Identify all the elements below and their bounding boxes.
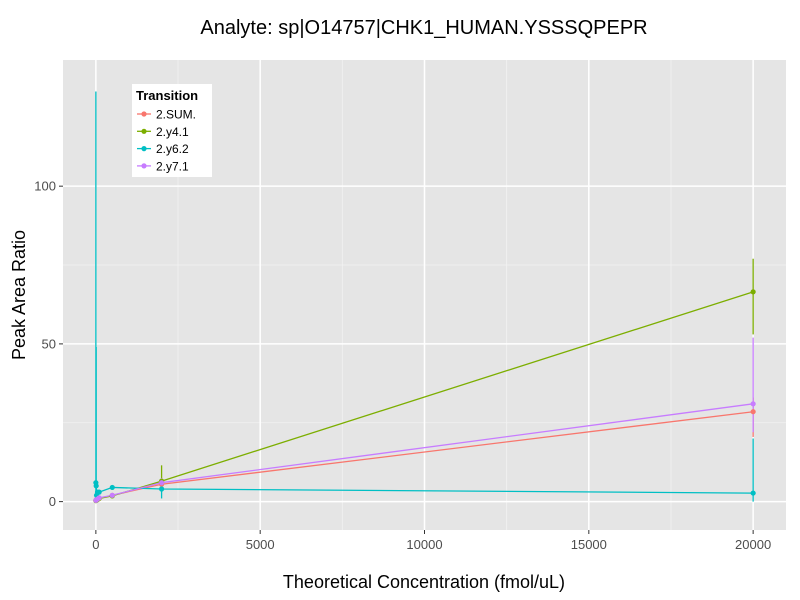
legend-key-point (141, 146, 147, 152)
data-point (93, 483, 99, 489)
y-tick-label: 50 (42, 336, 56, 351)
chart-title: Analyte: sp|O14757|CHK1_HUMAN.YSSSQPEPR (200, 17, 647, 39)
legend-key-point (141, 128, 147, 134)
data-point (96, 495, 102, 501)
legend-label: 2.y4.1 (156, 125, 189, 139)
data-point (750, 401, 756, 407)
x-tick-label: 20000 (735, 537, 771, 552)
legend-label: 2.SUM. (156, 108, 196, 122)
legend: Transition 2.SUM. 2.y4.1 2.y6.2 2.y7.1 (132, 84, 212, 177)
x-tick-label: 0 (92, 537, 99, 552)
data-point (109, 492, 115, 498)
x-tick-label: 10000 (406, 537, 442, 552)
data-point (750, 490, 756, 496)
y-tick-label: 0 (49, 494, 56, 509)
legend-title: Transition (136, 88, 198, 103)
data-point (158, 480, 165, 486)
y-axis: 0 50 100 (34, 179, 63, 509)
legend-label: 2.y6.2 (156, 142, 189, 156)
data-point (750, 289, 756, 295)
series-points (93, 289, 756, 504)
legend-key-point (141, 163, 147, 169)
data-point (96, 489, 102, 495)
legend-label: 2.y7.1 (156, 159, 189, 173)
data-point (109, 484, 115, 491)
legend-key-point (141, 111, 147, 117)
y-axis-title: Peak Area Ratio (9, 230, 29, 360)
x-axis-title: Theoretical Concentration (fmol/uL) (283, 572, 565, 592)
data-point (750, 409, 756, 415)
data-point (158, 486, 165, 492)
error-bars (95, 91, 754, 502)
x-tick-label: 15000 (571, 537, 607, 552)
x-axis: 0 5000 10000 15000 20000 (92, 530, 771, 552)
x-tick-label: 5000 (246, 537, 275, 552)
y-tick-label: 100 (34, 179, 56, 194)
